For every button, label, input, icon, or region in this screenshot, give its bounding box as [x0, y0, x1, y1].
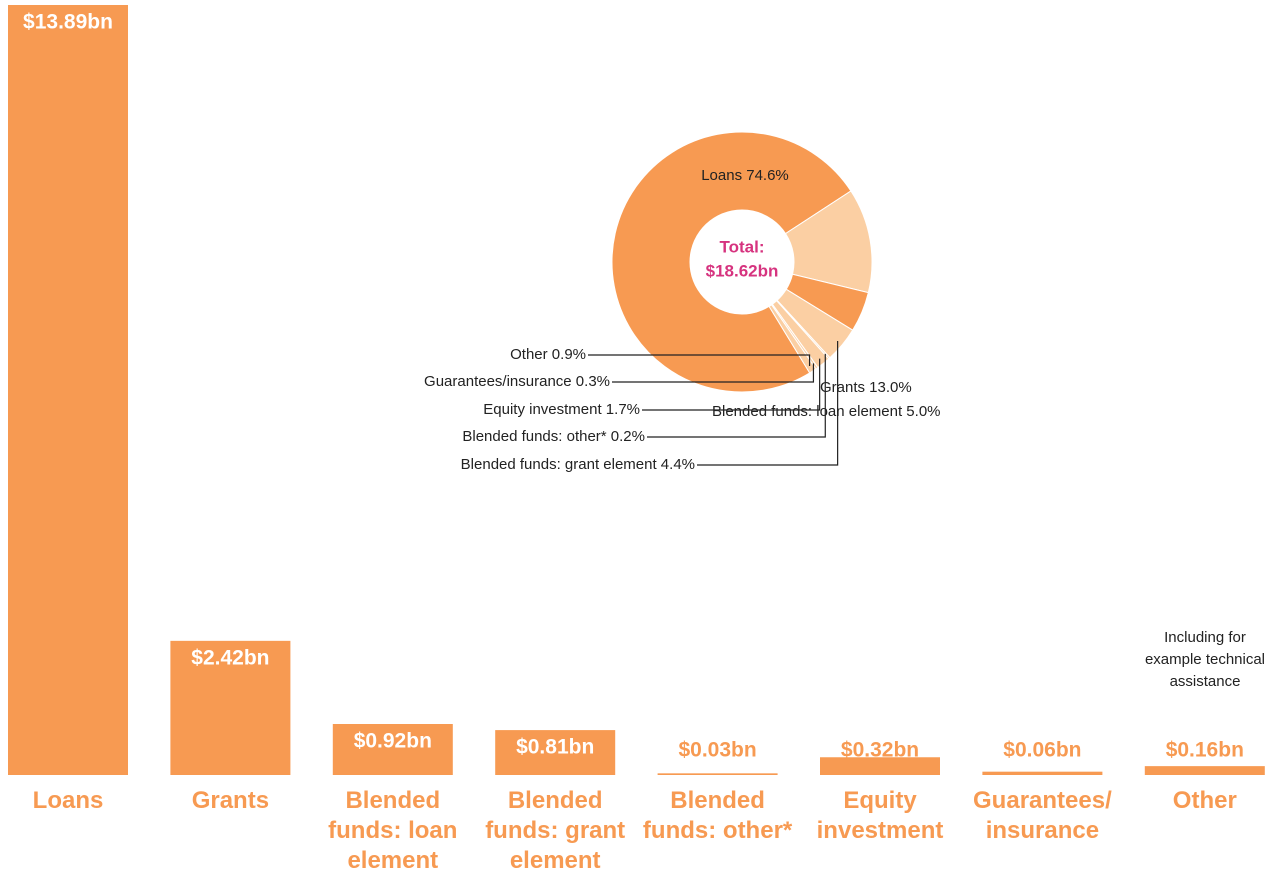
bar — [332, 723, 453, 775]
center-label: Total: — [719, 237, 764, 256]
bar — [657, 773, 778, 775]
value-label: $0.81bn — [516, 736, 594, 759]
slice-label: Blended funds: other* 0.2% — [462, 428, 645, 445]
bar — [8, 5, 128, 775]
category-label: Blended funds: loan element — [328, 787, 458, 874]
bar — [982, 771, 1103, 775]
value-label: $2.42bn — [191, 646, 269, 669]
leader-line — [588, 354, 811, 366]
value-label: $0.16bn — [1166, 739, 1244, 762]
slice-label: Equity investment 1.7% — [483, 401, 640, 418]
slice-label: Loans 74.6% — [701, 167, 789, 184]
value-label: $0.03bn — [678, 739, 756, 762]
slice-label: Blended funds: grant element 4.4% — [461, 456, 695, 473]
slice-label: Guarantees/insurance 0.3% — [424, 373, 610, 390]
value-label: $0.06bn — [1003, 739, 1081, 762]
bar — [170, 640, 291, 775]
center-label: $18.62bn — [706, 261, 779, 280]
donut-slice — [611, 131, 852, 393]
leader-line — [642, 358, 821, 411]
annotation: Including for example technical assistan… — [1144, 629, 1266, 690]
bar — [1144, 766, 1265, 775]
value-label: $13.89bn — [23, 11, 113, 34]
category-label: Equity investment — [816, 787, 944, 844]
slice-label: Grants 13.0% — [820, 379, 912, 396]
bar — [495, 730, 616, 775]
slice-label: Blended funds: loan element 5.0% — [712, 403, 941, 420]
slice-label: Other 0.9% — [510, 346, 586, 363]
value-label: $0.32bn — [841, 739, 919, 762]
leader-line — [697, 340, 839, 466]
category-label: Blended funds: other* — [642, 787, 793, 844]
category-label: Guarantees/ insurance — [973, 787, 1112, 844]
leader-line — [647, 353, 826, 438]
category-label: Grants — [191, 787, 270, 814]
category-label: Loans — [32, 787, 104, 814]
value-label: $0.92bn — [354, 730, 432, 753]
bar — [820, 757, 940, 775]
category-label: Blended funds: grant element — [485, 787, 626, 874]
leader-line — [612, 363, 815, 383]
category-label: Other — [1172, 787, 1237, 814]
